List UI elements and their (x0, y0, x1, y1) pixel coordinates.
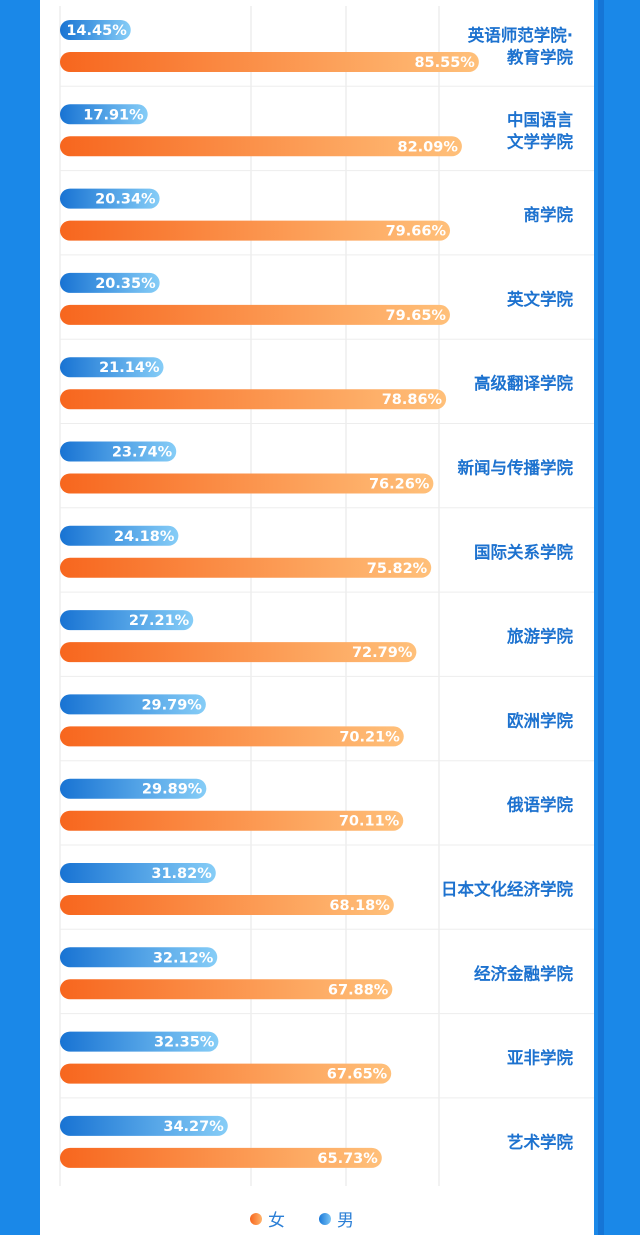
bar-female (60, 389, 447, 410)
bar-male (60, 441, 177, 462)
data-label-female: 67.65% (327, 1067, 388, 1083)
bar-female (60, 304, 450, 325)
bar-female (60, 726, 404, 747)
bar-male (60, 610, 194, 631)
data-label-female: 70.11% (339, 814, 400, 830)
data-label-female: 75.82% (367, 561, 428, 577)
gender-ratio-bar-chart: 14.45%85.55%英语师范学院·教育学院17.91%82.09%中国语言文… (59, 6, 594, 1186)
category-label-line: 中国语言 (507, 109, 573, 129)
legend-swatch-female (250, 1212, 262, 1225)
category-label: 商学院 (524, 205, 574, 225)
data-label-female: 72.79% (352, 645, 413, 661)
data-label-male: 27.21% (129, 613, 190, 629)
data-label-male: 20.35% (95, 276, 156, 292)
data-label-male: 17.91% (83, 107, 144, 123)
data-label-male: 32.12% (153, 950, 214, 966)
data-label-male: 20.34% (95, 192, 156, 208)
data-label-male: 31.82% (151, 866, 212, 882)
category-label-line: 国际关系学院 (474, 542, 574, 562)
legend-label-female: 女 (268, 1211, 285, 1231)
legend-item-female: 女 (250, 1206, 285, 1231)
category-label-line: 俄语学院 (506, 795, 574, 815)
category-label-line: 旅游学院 (507, 626, 574, 646)
data-label-male: 21.14% (99, 360, 160, 376)
data-label-male: 32.35% (154, 1035, 215, 1051)
data-label-female: 68.18% (329, 898, 390, 914)
bar-female (60, 1063, 392, 1084)
data-label-female: 70.21% (339, 729, 400, 745)
category-label-line: 新闻与传播学院 (458, 458, 574, 478)
data-label-male: 34.27% (163, 1119, 224, 1135)
category-label-line: 经济金融学院 (474, 963, 574, 983)
bar-male (60, 188, 160, 209)
category-label: 新闻与传播学院 (458, 458, 574, 478)
chart-panel: 14.45% 85.55% 英语师范学院·教育学院 17.91% 82.09% 中国语言文… (40, 0, 604, 1235)
bar-male (60, 357, 164, 378)
bar-male (60, 1115, 228, 1136)
bar-female (60, 979, 393, 1000)
legend-swatch-male (319, 1212, 331, 1225)
bar-male (60, 20, 131, 40)
bar-male (60, 1031, 219, 1052)
category-label-line: 英语师范学院· (468, 25, 573, 45)
category-label-line: 文学学院 (507, 131, 574, 151)
bar-male (60, 694, 206, 715)
bar-female (60, 1147, 382, 1168)
bar-male (60, 863, 216, 883)
bar-female (60, 473, 434, 494)
category-label: 英语师范学院·教育学院 (468, 25, 574, 67)
bar-male (60, 778, 207, 799)
data-label-female: 79.65% (386, 308, 447, 324)
category-label-line: 高级翻译学院 (474, 373, 574, 393)
data-label-female: 78.86% (382, 392, 443, 408)
data-label-male: 24.18% (114, 529, 175, 545)
legend-label-male: 男 (337, 1211, 354, 1231)
category-label-line: 英文学院 (507, 289, 574, 309)
category-label: 欧洲学院 (507, 710, 574, 730)
category-label: 俄语学院 (506, 795, 574, 815)
bar-female (60, 136, 462, 157)
category-label: 中国语言文学学院 (507, 109, 574, 151)
category-label: 艺术学院 (507, 1132, 574, 1152)
bar-male (60, 947, 218, 968)
category-label: 经济金融学院 (474, 963, 574, 983)
category-label-line: 欧洲学院 (507, 710, 574, 730)
bar-female (60, 557, 432, 578)
data-label-female: 67.88% (328, 982, 389, 998)
bar-male (60, 272, 160, 293)
category-label: 英文学院 (507, 289, 574, 309)
bar-female (60, 810, 404, 831)
bar-female (60, 895, 394, 915)
category-label: 亚非学院 (507, 1048, 574, 1068)
category-label: 国际关系学院 (474, 542, 574, 562)
category-label: 高级翻译学院 (474, 373, 574, 393)
category-label: 日本文化经济学院 (441, 879, 574, 899)
bar-female (60, 642, 417, 663)
data-label-male: 23.74% (112, 445, 173, 461)
bar-female (60, 220, 451, 241)
category-label-line: 日本文化经济学院 (441, 879, 574, 899)
data-label-female: 79.66% (386, 224, 447, 240)
bar-male (60, 525, 179, 546)
data-label-female: 82.09% (398, 139, 459, 155)
category-label-line: 艺术学院 (507, 1132, 574, 1152)
data-label-male: 14.45% (66, 23, 127, 39)
data-label-male: 29.79% (141, 697, 202, 713)
legend: 女 男 (250, 1206, 354, 1231)
category-label: 旅游学院 (507, 626, 574, 646)
category-label-line: 教育学院 (506, 47, 574, 67)
bar-female (60, 52, 479, 72)
data-label-female: 76.26% (369, 477, 430, 493)
legend-item-male: 男 (319, 1206, 354, 1231)
data-label-female: 85.55% (414, 55, 475, 71)
category-label-line: 亚非学院 (507, 1048, 574, 1068)
data-label-female: 65.73% (317, 1151, 378, 1167)
category-label-line: 商学院 (524, 205, 574, 225)
bar-male (60, 104, 148, 125)
data-label-male: 29.89% (142, 782, 203, 798)
